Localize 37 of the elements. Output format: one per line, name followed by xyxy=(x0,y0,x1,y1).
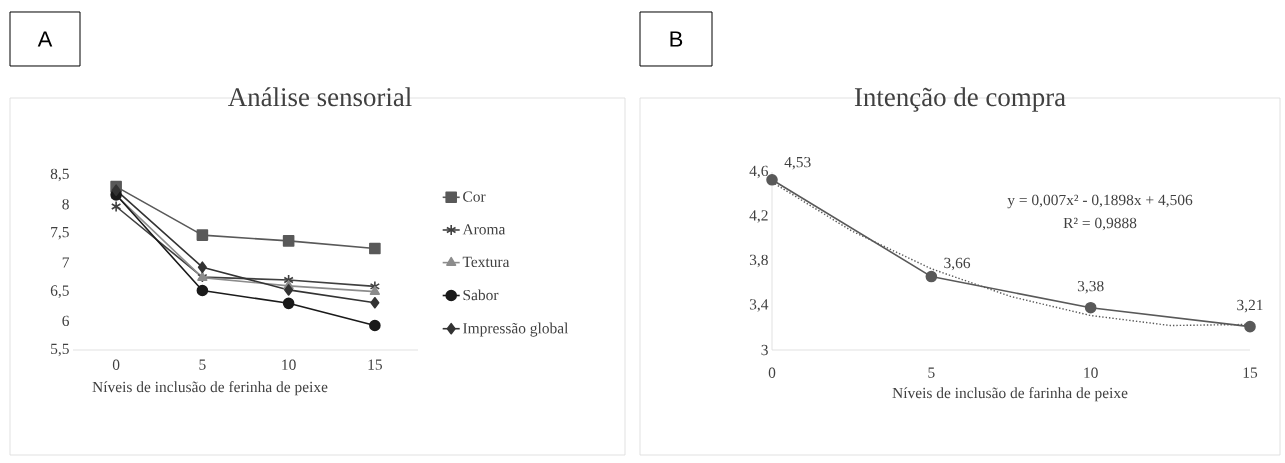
x-tick-label: 0 xyxy=(112,359,120,370)
y-tick-label: 6 xyxy=(62,315,70,327)
data-label: 3,38 xyxy=(1077,280,1104,294)
x-axis-title: Níveis de inclusão de farinha de peixe xyxy=(892,387,1128,402)
y-tick-label: 8,5 xyxy=(50,168,69,182)
y-tick-label: 3 xyxy=(761,344,768,356)
data-label: 4,53 xyxy=(784,156,811,170)
data-label: 3,66 xyxy=(944,257,971,271)
x-tick-label: 5 xyxy=(928,367,935,378)
x-tick-label: 15 xyxy=(1243,367,1258,378)
y-tick-label: 7,5 xyxy=(51,227,69,240)
annotation: y = 0,007x² - 0,1898x + 4,506 xyxy=(1007,194,1193,209)
data-label: 3,21 xyxy=(1237,299,1263,313)
chart-title: Intenção de compra xyxy=(854,87,1066,112)
legend-label: Textura xyxy=(462,256,510,268)
legend-label: Cor xyxy=(463,191,486,202)
y-tick-label: 8 xyxy=(62,198,69,210)
x-tick-label: 5 xyxy=(199,359,206,370)
y-tick-label: 3,8 xyxy=(749,254,768,268)
y-tick-label: 4,2 xyxy=(749,210,768,223)
x-axis-title: Níveis de inclusão de ferinha de peixe xyxy=(92,381,328,396)
text: B xyxy=(670,31,683,47)
x-tick-label: 0 xyxy=(768,367,776,378)
x-tick-label: 10 xyxy=(1084,367,1098,378)
legend-label: Sabor xyxy=(463,289,499,301)
y-tick-label: 3,4 xyxy=(749,299,769,312)
y-tick-label: 4,6 xyxy=(749,165,769,179)
chart-title: Análise sensorial xyxy=(228,87,412,107)
y-tick-label: 7 xyxy=(62,257,70,268)
annotation: R² = 0,9888 xyxy=(1063,217,1137,231)
y-tick-label: 5,5 xyxy=(51,343,69,357)
x-tick-label: 15 xyxy=(368,359,382,370)
text: A xyxy=(37,31,53,47)
legend-label: Impressão global xyxy=(463,322,569,337)
legend-label: Aroma xyxy=(462,224,506,235)
x-tick-label: 10 xyxy=(282,359,296,370)
y-tick-label: 6,5 xyxy=(50,285,69,298)
